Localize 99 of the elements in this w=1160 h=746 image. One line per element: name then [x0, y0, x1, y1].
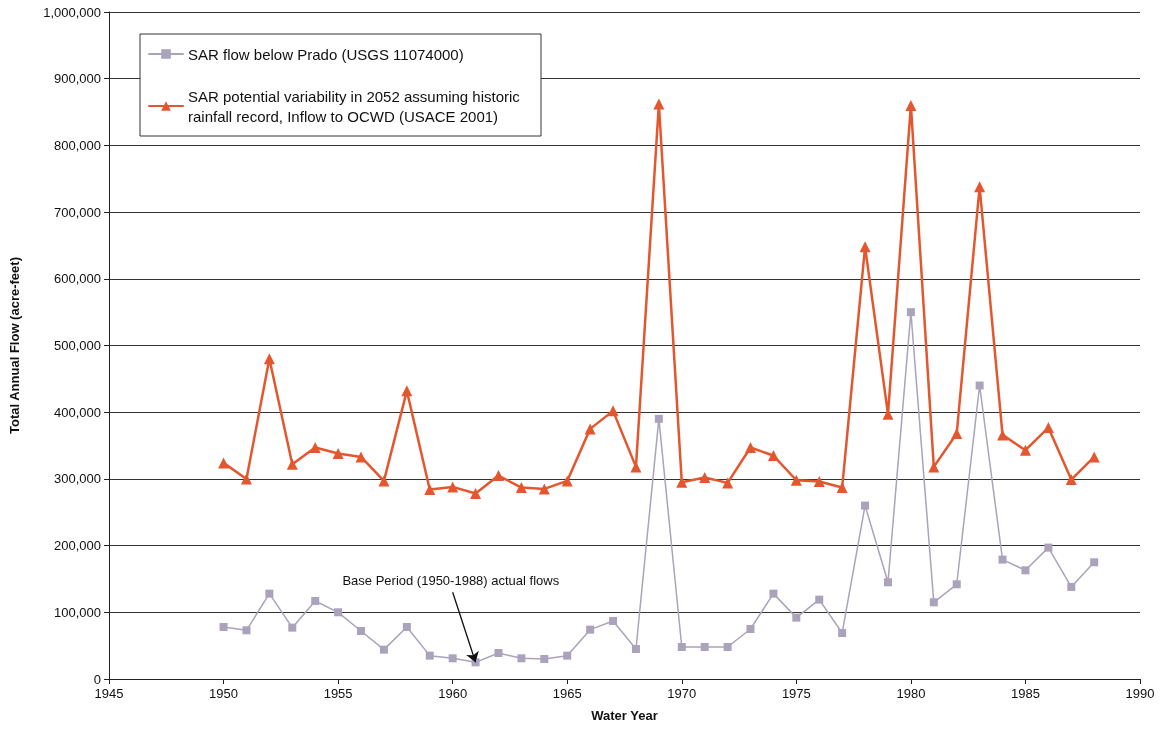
point	[792, 613, 801, 622]
point	[998, 555, 1007, 564]
point	[242, 626, 251, 635]
legend-label: SAR potential variability in 2052 assuming historic rainfall record, Inflow to OCWD (USACE 2001)	[188, 87, 524, 125]
point	[425, 651, 434, 660]
point	[1065, 474, 1077, 486]
point	[288, 623, 297, 632]
point	[584, 423, 596, 435]
point	[677, 642, 686, 651]
point	[263, 353, 275, 365]
point	[767, 450, 779, 462]
point	[402, 622, 411, 631]
point	[654, 414, 663, 423]
point	[975, 381, 984, 390]
point	[838, 628, 847, 637]
point	[355, 451, 367, 463]
y-tick-label: 400,000	[54, 404, 101, 420]
x-tick-label: 1980	[896, 686, 926, 701]
point	[311, 596, 320, 605]
point	[906, 308, 915, 317]
x-tick-label: 1970	[667, 686, 697, 701]
x-tick-label: 1960	[438, 686, 468, 701]
y-tick-label: 800,000	[54, 137, 101, 153]
point	[861, 501, 870, 510]
point	[563, 651, 572, 660]
point	[265, 589, 274, 598]
point	[836, 482, 848, 494]
point	[653, 98, 665, 110]
point	[1021, 566, 1030, 575]
point	[607, 405, 619, 417]
point	[494, 648, 503, 657]
point	[517, 654, 526, 663]
point	[1090, 558, 1099, 567]
y-tick-label: 0	[93, 671, 101, 687]
point	[286, 458, 298, 470]
x-tick-label: 1975	[781, 686, 811, 701]
point	[813, 476, 825, 488]
y-tick-label: 600,000	[54, 271, 101, 287]
point	[746, 624, 755, 633]
point	[1044, 543, 1053, 552]
point	[240, 473, 252, 485]
x-tick-label: 1965	[552, 686, 582, 701]
x-tick-label: 1945	[94, 686, 124, 701]
point	[538, 483, 550, 495]
point	[928, 461, 940, 473]
point	[905, 99, 917, 111]
y-axis-title: Total Annual Flow (acre-feet)	[7, 257, 22, 434]
point	[515, 482, 527, 494]
annotation: Base Period (1950-1988) actual flows	[342, 572, 560, 588]
point	[699, 472, 711, 484]
point	[859, 241, 871, 253]
y-tick-label: 200,000	[54, 538, 101, 554]
x-tick-label: 1950	[209, 686, 239, 701]
point	[609, 616, 618, 625]
point	[218, 457, 230, 469]
y-tick-label: 700,000	[54, 204, 101, 220]
y-tick-label: 300,000	[54, 471, 101, 487]
point	[561, 475, 573, 487]
point	[722, 477, 734, 489]
point	[723, 642, 732, 651]
point	[700, 642, 709, 651]
point	[1019, 444, 1031, 456]
point	[424, 484, 436, 496]
x-axis-title: Water Year	[591, 708, 658, 723]
point	[951, 428, 963, 440]
point	[470, 488, 482, 500]
point	[586, 625, 595, 634]
point	[219, 622, 228, 631]
point	[309, 442, 321, 454]
point	[447, 481, 459, 493]
y-tick-label: 900,000	[54, 71, 101, 87]
point	[379, 645, 388, 654]
y-tick-label: 500,000	[54, 338, 101, 353]
point	[815, 595, 824, 604]
x-tick-label: 1985	[1010, 686, 1040, 701]
point	[952, 580, 961, 589]
point	[929, 598, 938, 607]
point	[745, 442, 757, 454]
point	[401, 385, 413, 397]
point	[492, 470, 504, 482]
point	[997, 429, 1009, 441]
point	[631, 644, 640, 653]
point	[883, 578, 892, 587]
x-tick-label: 1955	[323, 686, 353, 701]
point	[448, 654, 457, 663]
point	[332, 448, 344, 460]
point	[790, 474, 802, 486]
point	[974, 181, 986, 193]
point	[540, 654, 549, 663]
point	[769, 589, 778, 598]
point	[334, 608, 343, 617]
x-tick-label: 1990	[1125, 686, 1155, 701]
point	[676, 476, 688, 488]
point	[378, 475, 390, 487]
point	[357, 626, 366, 635]
legend-label: SAR flow below Prado (USGS 11074000)	[188, 45, 464, 63]
y-tick-label: 100,000	[54, 604, 101, 620]
point	[1067, 582, 1076, 591]
y-tick-label: 1,000,000	[43, 4, 101, 20]
